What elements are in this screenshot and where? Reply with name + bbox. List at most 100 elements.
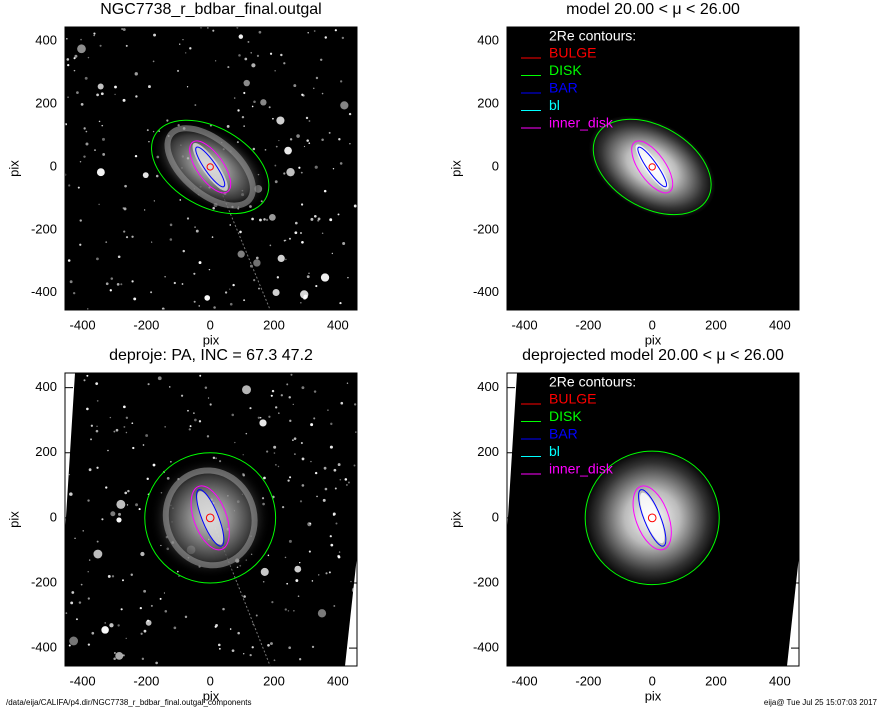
- star: [278, 139, 280, 142]
- star: [277, 254, 285, 263]
- star: [94, 149, 96, 151]
- star: [87, 643, 91, 646]
- star: [140, 632, 143, 635]
- galaxy-bar: [192, 142, 228, 191]
- legend-label: BULGE: [549, 45, 596, 61]
- star: [239, 230, 242, 234]
- star: [206, 435, 210, 438]
- star: [87, 499, 90, 502]
- star: [314, 471, 318, 475]
- star: [337, 555, 341, 559]
- legend-label: DISK: [549, 62, 582, 78]
- contour: [637, 146, 668, 188]
- y-tick-label: 0: [50, 158, 57, 173]
- star: [186, 217, 190, 220]
- star: [263, 476, 266, 480]
- y-axis-label: pix: [448, 511, 463, 528]
- star: [313, 30, 316, 32]
- y-tick-label: -200: [473, 221, 499, 236]
- y-axis-label: pix: [448, 160, 463, 177]
- star: [96, 168, 105, 177]
- star: [130, 573, 133, 576]
- star: [332, 513, 335, 516]
- star: [143, 629, 147, 633]
- x-tick-label: 200: [263, 673, 285, 688]
- star: [74, 54, 78, 58]
- star: [249, 653, 252, 657]
- star: [339, 162, 343, 165]
- star: [255, 614, 258, 617]
- x-axis-label: pix: [645, 332, 662, 347]
- star: [323, 466, 327, 470]
- star: [189, 425, 192, 428]
- contour: [144, 452, 277, 584]
- star: [124, 491, 128, 495]
- legend-label: BAR: [549, 426, 578, 442]
- x-tick-label: -200: [575, 317, 601, 332]
- star: [276, 276, 280, 279]
- star: [274, 164, 277, 167]
- image-panel: [507, 373, 799, 666]
- star: [142, 172, 149, 179]
- star: [111, 575, 115, 578]
- star: [284, 239, 287, 242]
- star: [88, 559, 91, 561]
- star: [286, 167, 295, 177]
- star: [93, 549, 103, 559]
- x-tick-label: 400: [769, 317, 791, 332]
- star: [258, 30, 262, 34]
- star: [164, 609, 168, 613]
- legend-title: 2Re contours:: [549, 28, 636, 44]
- star: [315, 284, 318, 288]
- footer-right: eija@ Tue Jul 25 15:07:03 2017: [764, 698, 878, 707]
- star: [125, 236, 129, 239]
- y-tick-label: 400: [477, 33, 499, 48]
- star: [330, 543, 334, 547]
- star: [229, 628, 232, 630]
- legend-label: inner_disk: [549, 461, 614, 477]
- star: [347, 276, 349, 279]
- star: [301, 457, 305, 461]
- y-tick-label: 0: [492, 509, 499, 524]
- star: [299, 658, 302, 661]
- star: [224, 291, 228, 294]
- y-axis-label: pix: [6, 160, 21, 177]
- star: [293, 610, 295, 612]
- star: [317, 219, 320, 222]
- star: [263, 218, 266, 221]
- star: [84, 76, 88, 80]
- star: [341, 36, 345, 40]
- star: [125, 416, 129, 419]
- star: [268, 106, 271, 109]
- star: [96, 257, 99, 261]
- legend-label: BAR: [549, 80, 578, 96]
- star: [340, 101, 349, 110]
- star: [334, 487, 337, 490]
- model-bar: [635, 144, 669, 190]
- star: [353, 464, 356, 467]
- star: [311, 580, 314, 582]
- star: [338, 138, 341, 141]
- panel-title: deprojected model 20.00 < μ < 26.00: [522, 347, 784, 364]
- contour: [638, 489, 667, 547]
- contour: [189, 140, 232, 194]
- star: [90, 424, 93, 427]
- star: [107, 449, 109, 452]
- star: [97, 83, 104, 90]
- x-tick-label: 200: [263, 317, 285, 332]
- star: [105, 241, 108, 243]
- star: [243, 79, 250, 87]
- star: [99, 44, 102, 47]
- star: [308, 272, 310, 275]
- star: [255, 256, 259, 260]
- star: [100, 92, 104, 96]
- star: [247, 40, 250, 43]
- legend-label: BULGE: [549, 391, 596, 407]
- star: [120, 283, 123, 286]
- star: [187, 409, 189, 412]
- star: [67, 96, 69, 99]
- star: [285, 258, 287, 261]
- contour: [647, 513, 657, 523]
- star: [118, 512, 121, 516]
- star: [284, 608, 287, 611]
